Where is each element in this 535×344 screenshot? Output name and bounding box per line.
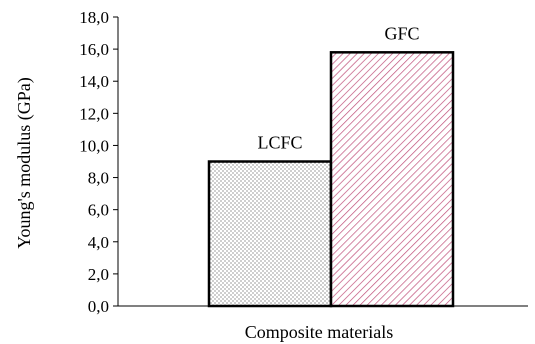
bar-gfc (329, 51, 455, 308)
y-axis-ticks: 0,0 2,0 4,0 6,0 8,0 10,0 12,0 14,0 16,0 18,0 (79, 8, 118, 316)
bar-lcfc (207, 160, 333, 308)
y-tick-label: 12,0 (79, 104, 109, 123)
x-axis-title: Composite materials (245, 322, 393, 342)
y-tick-label: 10,0 (79, 136, 109, 155)
bar-label-lcfc: LCFC (257, 133, 302, 153)
y-tick-label: 16,0 (79, 40, 109, 59)
y-tick-label: 2,0 (88, 265, 109, 284)
y-tick-label: 0,0 (88, 297, 109, 316)
y-tick-label: 18,0 (79, 8, 109, 27)
y-tick-label: 4,0 (88, 233, 109, 252)
y-tick-label: 14,0 (79, 72, 109, 91)
y-tick-label: 6,0 (88, 201, 109, 220)
y-tick-label: 8,0 (88, 169, 109, 188)
y-axis-title: Young's modulus (GPa) (14, 77, 35, 248)
bars: LCFC GFC (207, 23, 455, 308)
bar-label-gfc: GFC (384, 23, 419, 43)
